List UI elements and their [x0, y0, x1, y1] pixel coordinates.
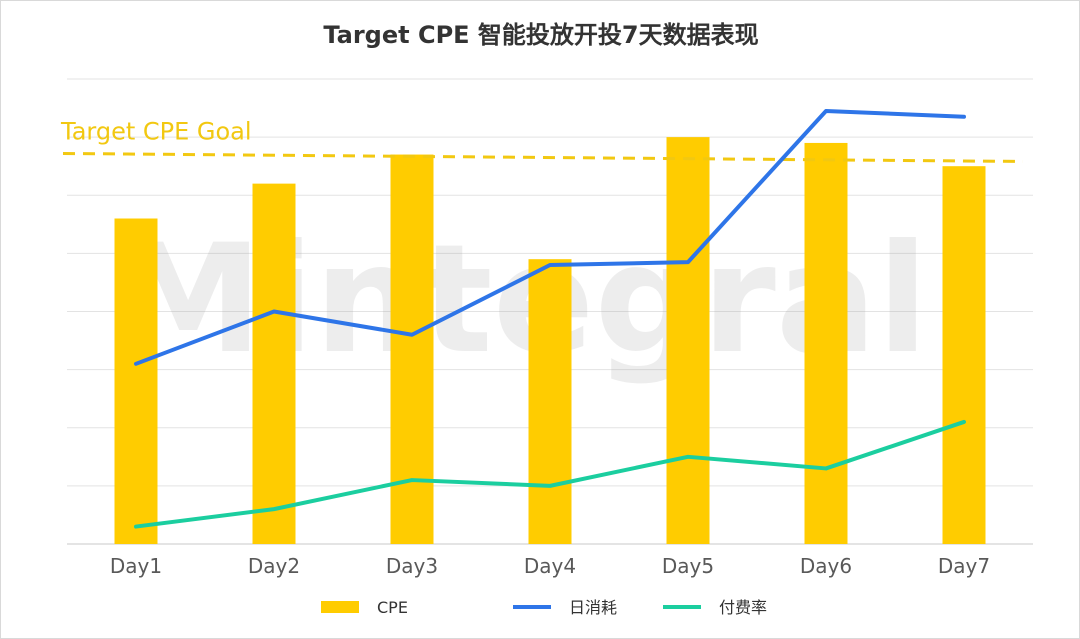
bar-day2	[252, 183, 296, 544]
goal-label: Target CPE Goal	[60, 117, 252, 145]
line-series-1	[134, 108, 966, 366]
x-tick-label: Day1	[110, 554, 162, 578]
chart-title: Target CPE 智能投放开投7天数据表现	[323, 21, 758, 49]
watermark-logo: Mintegral	[114, 213, 929, 387]
target-cpe-goal-line: Target CPE Goal	[60, 117, 1024, 163]
bar-day3	[390, 154, 434, 544]
line-series-2	[134, 419, 966, 529]
legend-label: 日消耗	[569, 598, 617, 617]
bar-day6	[804, 142, 848, 544]
x-tick-label: Day5	[662, 554, 714, 578]
legend-label: CPE	[377, 598, 408, 617]
legend: CPE 日消耗 付费率	[321, 598, 767, 617]
bar-day5	[666, 137, 710, 544]
bar-day7	[942, 166, 986, 544]
legend-swatch	[321, 601, 359, 613]
x-tick-label: Day3	[386, 554, 438, 578]
legend-label: 付费率	[719, 598, 767, 617]
bar-day4	[528, 259, 572, 544]
x-tick-label: Day2	[248, 554, 300, 578]
line-series	[134, 108, 966, 529]
x-tick-label: Day6	[800, 554, 852, 578]
x-tick-label: Day7	[938, 554, 990, 578]
bar-day1	[114, 218, 158, 544]
x-axis-ticks: Day1 Day2 Day3 Day4 Day5 Day6 Day7	[110, 554, 990, 578]
x-tick-label: Day4	[524, 554, 576, 578]
goal-dashed-line	[62, 151, 1024, 163]
bar-series	[114, 137, 986, 544]
